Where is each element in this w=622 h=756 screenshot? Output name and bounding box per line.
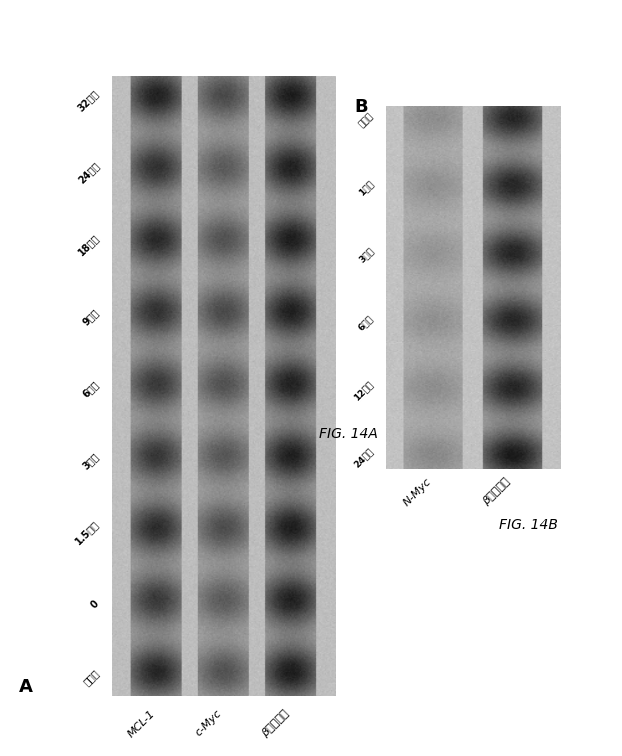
Text: 32時間: 32時間 xyxy=(76,88,101,113)
Text: βアクチン: βアクチン xyxy=(481,476,512,507)
Text: 12時間: 12時間 xyxy=(353,379,375,401)
Text: 1.5時間: 1.5時間 xyxy=(73,519,101,547)
Text: 0: 0 xyxy=(89,599,101,611)
Text: c-Myc: c-Myc xyxy=(194,708,224,738)
Text: 1時間: 1時間 xyxy=(357,178,375,197)
Text: 24時間: 24時間 xyxy=(352,446,375,469)
Text: A: A xyxy=(19,677,32,696)
Text: 24時間: 24時間 xyxy=(76,160,101,185)
Text: βアクチン: βアクチン xyxy=(260,708,291,739)
Text: 非処理: 非処理 xyxy=(358,111,375,129)
Text: 3時間: 3時間 xyxy=(81,451,101,471)
Text: 非処理: 非処理 xyxy=(81,667,101,686)
Text: 6時間: 6時間 xyxy=(357,314,375,332)
Text: MCL-1: MCL-1 xyxy=(126,708,157,739)
Text: 6時間: 6時間 xyxy=(81,379,101,398)
Text: 18時間: 18時間 xyxy=(76,232,101,257)
Text: FIG. 14B: FIG. 14B xyxy=(499,518,558,532)
Text: 9時間: 9時間 xyxy=(81,306,101,327)
Text: FIG. 14A: FIG. 14A xyxy=(319,427,378,442)
Text: 3時間: 3時間 xyxy=(357,246,375,265)
Text: N-Myc: N-Myc xyxy=(402,476,434,507)
Text: B: B xyxy=(355,98,368,116)
